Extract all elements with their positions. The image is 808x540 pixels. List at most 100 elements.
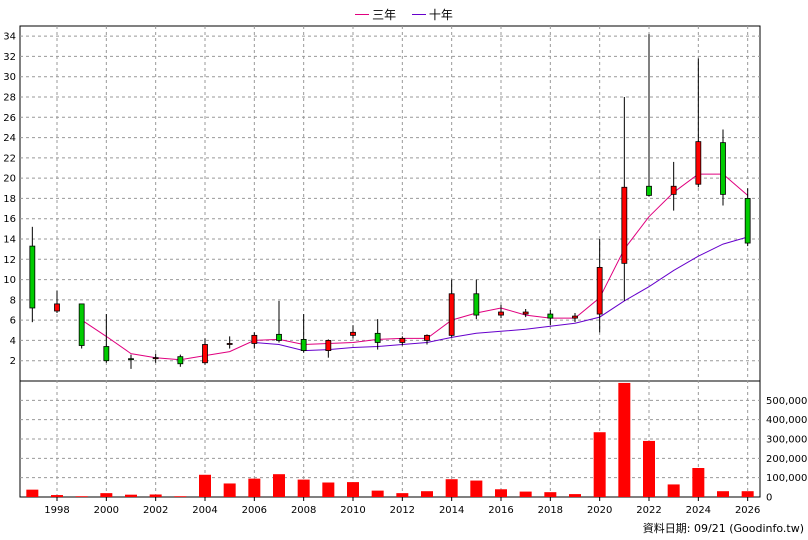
price-tick-label: 18	[3, 194, 16, 205]
volume-bar	[593, 432, 606, 497]
candle-body	[251, 334, 258, 344]
candle-body	[498, 311, 504, 316]
candle-body	[424, 334, 430, 341]
candle-body	[547, 313, 554, 319]
candle-body	[177, 356, 184, 365]
candle-body	[646, 185, 652, 196]
x-tick-label: 2008	[291, 505, 316, 516]
volume-bar	[741, 491, 754, 497]
candle-body	[202, 344, 208, 364]
legend-swatch-3yr	[355, 14, 370, 15]
volume-bar	[100, 493, 113, 497]
x-tick-label: 2002	[143, 505, 168, 516]
candle-body	[744, 198, 751, 244]
price-tick-label: 32	[3, 52, 16, 63]
candle-body	[399, 337, 406, 343]
price-tick-label: 6	[10, 316, 16, 327]
price-tick-label: 2	[10, 356, 16, 367]
candle-body	[276, 333, 282, 341]
price-tick-label: 10	[3, 275, 16, 286]
price-tick-label: 4	[10, 336, 16, 347]
volume-bar	[519, 491, 532, 497]
price-tick-label: 20	[3, 174, 16, 185]
volume-bar	[322, 482, 335, 497]
volume-bar	[273, 474, 285, 497]
candle-body	[226, 343, 233, 345]
legend-item-10yr: 十年	[411, 6, 453, 23]
volume-bar	[199, 474, 211, 497]
volume-bar	[248, 478, 261, 497]
price-tick-label: 14	[3, 235, 16, 246]
legend-label-10yr: 十年	[428, 8, 453, 22]
x-tick-label: 2018	[538, 505, 563, 516]
price-tick-label: 16	[3, 214, 16, 225]
x-tick-label: 2012	[390, 505, 415, 516]
candle-body	[103, 346, 110, 362]
x-tick-label: 2010	[340, 505, 365, 516]
price-panel	[19, 25, 761, 382]
data-date-credit: 資料日期: 09/21 (Goodinfo.tw)	[642, 522, 804, 535]
candle-body	[596, 266, 603, 315]
volume-bar	[223, 483, 236, 497]
volume-bar	[569, 494, 581, 497]
x-tick-label: 2014	[439, 505, 464, 516]
ma-10yr-line	[254, 236, 748, 352]
candle-body	[621, 186, 628, 264]
chart-legend: 三年 十年	[0, 4, 808, 23]
candle-body	[300, 339, 307, 351]
candle-body	[29, 245, 36, 309]
legend-label-3yr: 三年	[372, 8, 397, 22]
x-tick-label: 2026	[735, 505, 760, 516]
volume-tick-label: 500,000	[766, 396, 807, 407]
x-tick-label: 1998	[44, 505, 69, 516]
volume-bar	[470, 480, 483, 497]
candle-body	[152, 357, 159, 360]
price-tick-label: 26	[3, 113, 16, 124]
volume-panel	[19, 380, 761, 498]
volume-bar	[149, 494, 162, 497]
price-tick-label: 22	[3, 153, 16, 164]
candle-body	[572, 315, 578, 319]
volume-bar	[125, 494, 137, 497]
volume-bar	[297, 479, 310, 497]
volume-bar	[347, 482, 359, 497]
candle-body	[720, 142, 726, 195]
price-tick-label: 30	[3, 72, 16, 83]
price-tick-label: 34	[3, 32, 16, 43]
volume-tick-label: 100,000	[766, 473, 807, 484]
x-tick-label: 2006	[242, 505, 267, 516]
volume-bar	[445, 479, 458, 497]
volume-bar	[667, 484, 680, 497]
volume-bar	[174, 496, 187, 497]
candle-body	[670, 185, 677, 195]
volume-bar	[396, 493, 409, 497]
candle-body	[325, 340, 332, 351]
volume-tick-label: 300,000	[766, 435, 807, 446]
volume-tick-label: 200,000	[766, 454, 807, 465]
volume-bar	[26, 489, 39, 497]
ma-3yr-line	[81, 173, 749, 361]
price-tick-label: 24	[3, 133, 16, 144]
volume-bar	[618, 382, 631, 497]
volume-bar	[692, 468, 705, 497]
candle-body	[448, 293, 455, 336]
volume-bar	[495, 489, 507, 497]
x-tick-label: 2020	[587, 505, 612, 516]
candle-body	[522, 311, 529, 315]
candle-body	[374, 332, 381, 343]
volume-bar	[421, 491, 433, 497]
candle-body	[78, 303, 85, 346]
candle-body	[54, 303, 60, 312]
volume-tick-label: 400,000	[766, 415, 807, 426]
volume-bar	[75, 496, 88, 497]
x-tick-label: 2000	[94, 505, 119, 516]
x-tick-label: 2016	[488, 505, 513, 516]
volume-bar	[371, 490, 384, 497]
volume-bar	[544, 492, 557, 497]
candle-body	[128, 358, 134, 361]
legend-swatch-10yr	[411, 14, 426, 15]
volume-bar	[643, 440, 655, 497]
candle-body	[695, 141, 702, 185]
volume-tick-label: 0	[766, 493, 772, 504]
